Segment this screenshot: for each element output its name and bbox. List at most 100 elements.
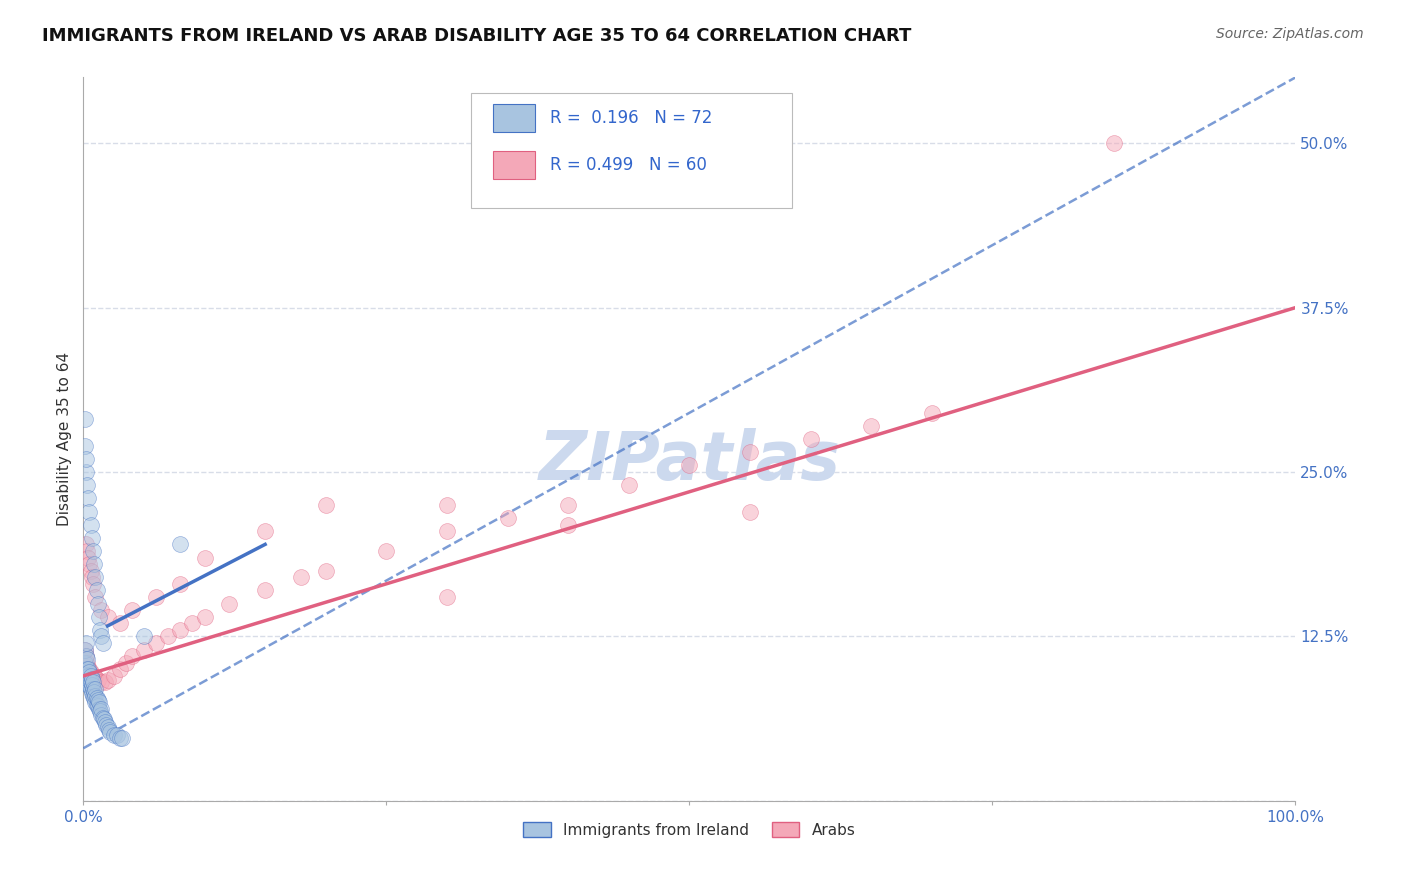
Point [83, 691, 105, 706]
Point [75, 537, 97, 551]
Point [77, 662, 100, 676]
Point [86, 691, 108, 706]
Point [557, 498, 579, 512]
Point [105, 728, 128, 742]
Point [145, 590, 167, 604]
Point [75, 636, 97, 650]
Point [87, 609, 110, 624]
Point [436, 524, 458, 539]
FancyBboxPatch shape [471, 94, 793, 208]
Point [91, 636, 114, 650]
Point [75, 669, 97, 683]
Point [75, 649, 97, 664]
Point [98, 725, 121, 739]
Point [73, 642, 96, 657]
Point [77, 669, 100, 683]
Point [84, 689, 107, 703]
Point [76, 656, 98, 670]
Point [90, 630, 112, 644]
Point [77, 491, 100, 506]
Point [79, 669, 101, 683]
Point [90, 603, 112, 617]
Point [80, 672, 103, 686]
Point [496, 511, 519, 525]
Point [111, 731, 134, 745]
Point [145, 636, 167, 650]
Point [169, 623, 191, 637]
Point [436, 498, 458, 512]
Point [79, 675, 101, 690]
Point [94, 675, 117, 690]
Point [114, 656, 136, 670]
Point [169, 577, 191, 591]
Point [87, 695, 110, 709]
Point [103, 669, 125, 683]
Point [76, 675, 98, 690]
Point [738, 504, 761, 518]
Point [84, 570, 107, 584]
Point [77, 662, 100, 676]
Point [76, 662, 98, 676]
Point [76, 544, 98, 558]
Point [96, 609, 118, 624]
Point [84, 590, 107, 604]
Point [82, 689, 104, 703]
Point [89, 623, 111, 637]
Point [73, 412, 96, 426]
Point [121, 649, 143, 664]
Text: IMMIGRANTS FROM IRELAND VS ARAB DISABILITY AGE 35 TO 64 CORRELATION CHART: IMMIGRANTS FROM IRELAND VS ARAB DISABILI… [42, 27, 911, 45]
Point [254, 583, 277, 598]
Point [82, 669, 104, 683]
Point [90, 675, 112, 690]
Point [436, 590, 458, 604]
Point [121, 603, 143, 617]
Point [76, 669, 98, 683]
Point [76, 478, 98, 492]
Legend: Immigrants from Ireland, Arabs: Immigrants from Ireland, Arabs [517, 815, 862, 844]
Point [1102, 136, 1125, 151]
Point [181, 616, 204, 631]
Point [73, 439, 96, 453]
Point [82, 682, 104, 697]
Point [678, 458, 700, 473]
Point [80, 678, 103, 692]
Point [132, 642, 155, 657]
Point [84, 670, 107, 684]
Point [617, 478, 640, 492]
Point [73, 642, 96, 657]
Point [91, 711, 114, 725]
Point [315, 564, 337, 578]
Point [79, 557, 101, 571]
Point [73, 656, 96, 670]
Point [79, 665, 101, 679]
Point [96, 717, 118, 731]
Point [82, 544, 104, 558]
Point [921, 406, 943, 420]
Bar [494, 104, 536, 132]
Y-axis label: Disability Age 35 to 64: Disability Age 35 to 64 [58, 352, 72, 526]
Point [79, 682, 101, 697]
Point [87, 692, 110, 706]
Point [87, 673, 110, 687]
Point [96, 673, 118, 687]
Point [97, 723, 120, 737]
Point [94, 714, 117, 729]
Point [193, 609, 215, 624]
Point [80, 531, 103, 545]
Point [103, 728, 125, 742]
Point [132, 630, 155, 644]
Point [375, 544, 398, 558]
Point [87, 699, 110, 714]
Point [800, 432, 823, 446]
Point [89, 705, 111, 719]
Point [108, 731, 131, 745]
Point [77, 550, 100, 565]
Point [87, 597, 110, 611]
Point [79, 504, 101, 518]
Text: R = 0.499   N = 60: R = 0.499 N = 60 [550, 156, 707, 174]
Point [80, 669, 103, 683]
Point [315, 498, 337, 512]
Point [557, 517, 579, 532]
Point [83, 669, 105, 683]
Point [84, 695, 107, 709]
